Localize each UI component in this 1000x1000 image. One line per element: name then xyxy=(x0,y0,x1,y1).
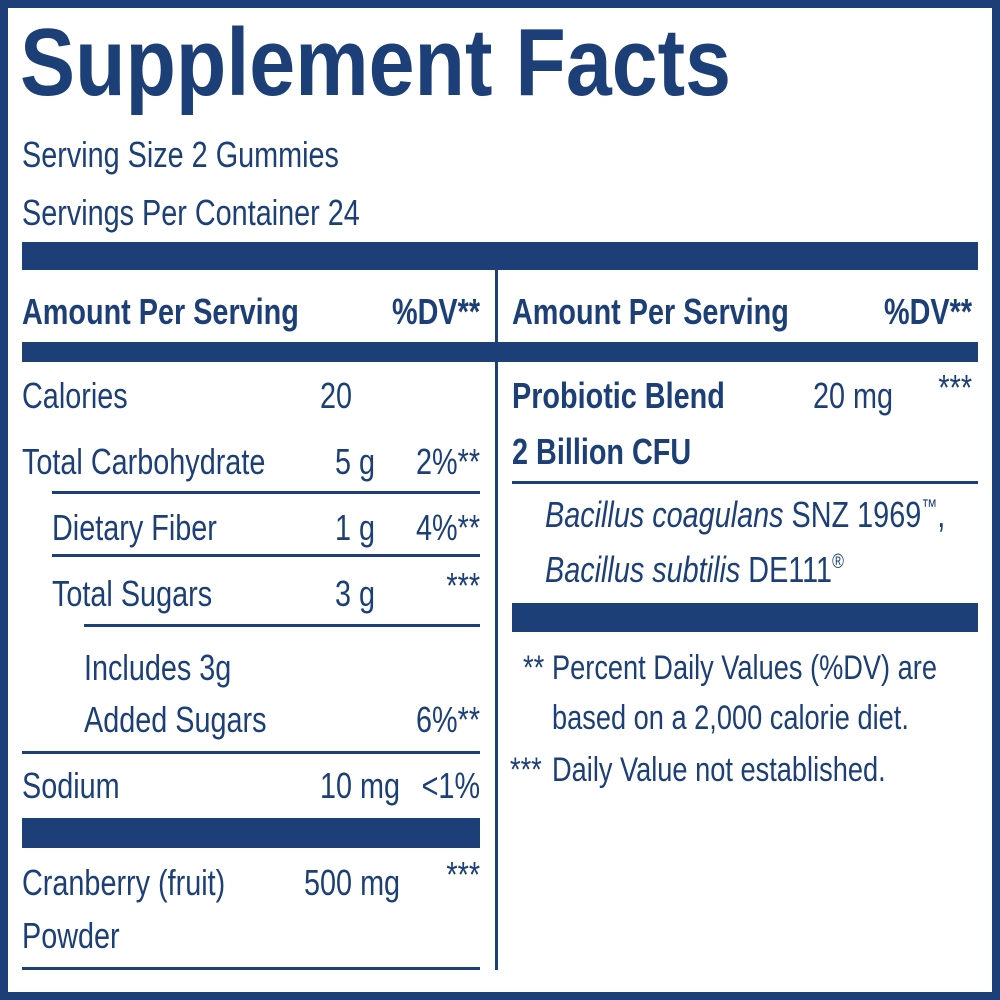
nutrient-amount: 20 xyxy=(319,375,352,416)
nutrient-name: Dietary Fiber xyxy=(52,507,217,548)
trademark: ™ xyxy=(921,496,938,518)
rule xyxy=(84,624,480,627)
nutrient-amount: 10 mg xyxy=(319,765,400,806)
header-amount: Amount Per Serving xyxy=(512,291,789,332)
nutrient-name: Calories xyxy=(22,375,128,416)
thick-bar xyxy=(512,603,978,632)
rule xyxy=(22,751,480,754)
footnote-symbol: *** xyxy=(510,751,542,789)
ingredient-amount: 500 mg xyxy=(303,862,400,903)
nutrient-name: Added Sugars xyxy=(84,699,267,740)
blend-name: Probiotic Blend xyxy=(512,375,725,416)
footnote-symbol: ** xyxy=(523,649,545,687)
thick-bar xyxy=(22,242,978,270)
ingredient-name: Powder xyxy=(22,915,120,956)
nutrient-name: Includes 3g xyxy=(84,647,232,688)
header-dv: %DV** xyxy=(883,291,972,332)
nutrient-name: Total Sugars xyxy=(52,573,213,614)
species: Bacillus subtilis xyxy=(545,549,741,590)
rule xyxy=(52,554,480,557)
species: Bacillus coagulans xyxy=(545,494,784,535)
nutrient-dv: 4%** xyxy=(415,507,480,548)
strain: Bacillus coagulans SNZ 1969™, xyxy=(545,495,945,535)
trademark: ® xyxy=(832,551,844,573)
rule xyxy=(52,491,480,494)
rule xyxy=(22,967,480,970)
ingredient-dv: *** xyxy=(446,854,480,895)
nutrient-amount: 5 g xyxy=(334,441,375,482)
rule xyxy=(512,481,978,484)
strain-id: SNZ 1969 xyxy=(783,494,922,535)
footnote-text: Daily Value not established. xyxy=(552,751,886,789)
header-amount: Amount Per Serving xyxy=(22,291,299,332)
blend-dv: *** xyxy=(938,367,972,408)
nutrient-dv: 6%** xyxy=(415,699,480,740)
divider xyxy=(495,270,498,970)
nutrient-name: Sodium xyxy=(22,765,120,806)
thick-bar xyxy=(22,818,480,848)
header-dv: %DV** xyxy=(391,291,480,332)
nutrient-dv: 2%** xyxy=(415,441,480,482)
servings-per-container: Servings Per Container 24 xyxy=(22,192,360,233)
nutrient-dv: <1% xyxy=(421,765,480,806)
nutrient-name: Total Carbohydrate xyxy=(22,441,266,482)
nutrient-amount: 3 g xyxy=(334,573,375,614)
strain-id: DE111 xyxy=(740,549,833,590)
ingredient-name: Cranberry (fruit) xyxy=(22,862,226,903)
footnote-text: Percent Daily Values (%DV) are xyxy=(552,649,937,687)
title: Supplement Facts xyxy=(20,9,732,116)
footnote-text: based on a 2,000 calorie diet. xyxy=(552,699,909,737)
serving-size: Serving Size 2 Gummies xyxy=(22,134,339,175)
nutrient-dv: *** xyxy=(446,565,480,606)
nutrient-amount: 1 g xyxy=(334,507,375,548)
strain: Bacillus subtilis DE111® xyxy=(545,550,844,590)
separator: , xyxy=(937,494,946,535)
bar xyxy=(22,342,978,362)
blend-name: 2 Billion CFU xyxy=(512,431,692,472)
blend-amount: 20 mg xyxy=(812,375,893,416)
